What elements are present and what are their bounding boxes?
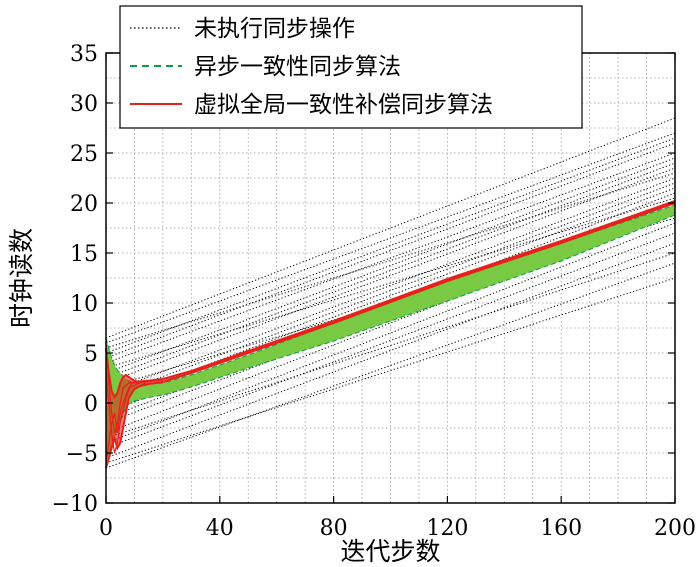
legend-box bbox=[119, 5, 583, 129]
unsynced-clock-line bbox=[105, 142, 676, 359]
series-virtual-global-compensation bbox=[105, 200, 676, 469]
x-tick-label: 0 bbox=[99, 516, 113, 541]
legend-label-async-consensus: 异步一致性同步算法 bbox=[194, 54, 401, 80]
y-axis-title: 时钟读数 bbox=[7, 228, 36, 328]
unsynced-clock-line bbox=[105, 177, 676, 394]
unsynced-clock-line bbox=[105, 187, 676, 404]
unsynced-clock-line bbox=[105, 152, 676, 364]
x-tick-label: 120 bbox=[426, 516, 468, 541]
x-tick-label: 200 bbox=[654, 516, 696, 541]
unsynced-clock-line bbox=[105, 157, 676, 374]
virtual-global-lower-line bbox=[105, 202, 676, 469]
y-tick-label: 10 bbox=[70, 292, 98, 317]
legend-label-unsynced: 未执行同步操作 bbox=[194, 16, 355, 42]
unsynced-clock-line bbox=[105, 172, 676, 349]
virtual-global-upper-line bbox=[105, 200, 676, 399]
y-tick-label: 15 bbox=[70, 242, 98, 267]
x-tick-label: 160 bbox=[540, 516, 582, 541]
unsynced-clock-line bbox=[105, 132, 676, 344]
unsynced-clock-line bbox=[105, 262, 676, 469]
y-tick-label: 30 bbox=[70, 92, 98, 117]
unsynced-clock-line bbox=[105, 252, 676, 439]
unsynced-clock-line bbox=[105, 277, 676, 464]
virtual-global-trace bbox=[105, 379, 163, 464]
y-tick-label: 35 bbox=[70, 42, 98, 67]
y-tick-labels: −10 −5 0 5 10 15 20 25 30 35 bbox=[52, 42, 98, 517]
virtual-global-trace bbox=[105, 372, 163, 454]
x-tick-label: 80 bbox=[320, 516, 348, 541]
unsynced-clock-line bbox=[105, 182, 676, 399]
unsynced-clock-line bbox=[105, 232, 676, 449]
legend: 未执行同步操作 异步一致性同步算法 虚拟全局一致性补偿同步算法 bbox=[119, 5, 583, 129]
unsynced-clock-line bbox=[105, 162, 676, 379]
x-axis-title: 迭代步数 bbox=[340, 537, 440, 566]
y-tick-label: −10 bbox=[52, 492, 98, 517]
async-consensus-lower-line bbox=[105, 214, 676, 459]
unsynced-clock-line bbox=[105, 242, 676, 459]
y-tick-label: 0 bbox=[84, 392, 98, 417]
unsynced-clock-line bbox=[105, 137, 676, 354]
unsynced-clock-line bbox=[105, 167, 676, 384]
async-consensus-band bbox=[106, 205, 675, 458]
x-tick-label: 40 bbox=[206, 516, 234, 541]
y-tick-label: 25 bbox=[70, 142, 98, 167]
y-tick-label: 20 bbox=[70, 192, 98, 217]
y-tick-label: −5 bbox=[66, 442, 98, 467]
unsynced-clock-line bbox=[105, 197, 676, 369]
x-tick-labels: 0 40 80 120 160 200 bbox=[99, 516, 696, 541]
legend-label-virtual-global: 虚拟全局一致性补偿同步算法 bbox=[194, 92, 493, 118]
y-tick-label: 5 bbox=[84, 342, 98, 367]
